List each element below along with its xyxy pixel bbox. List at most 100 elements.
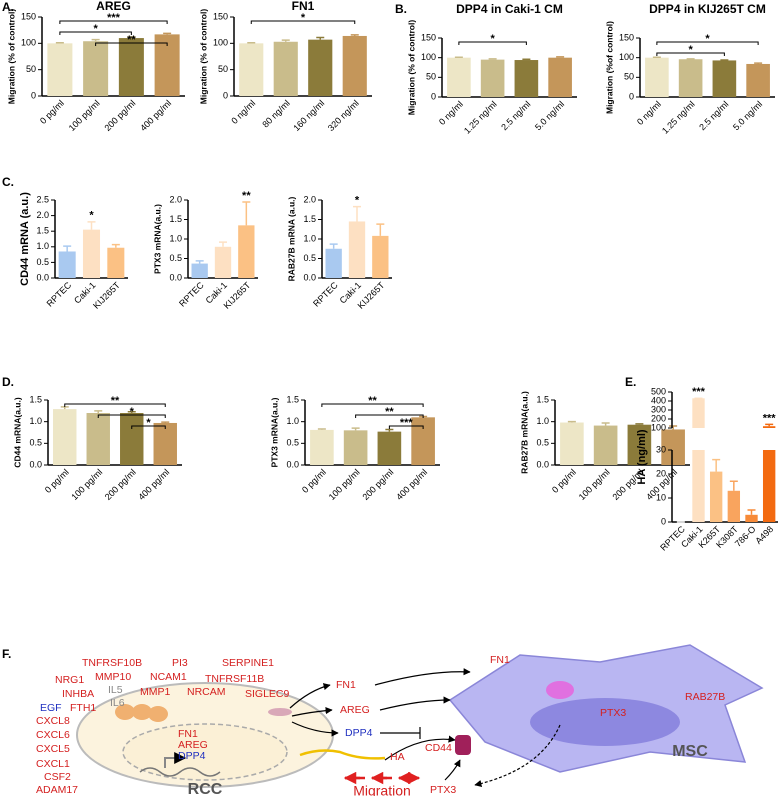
error-bar [87, 221, 96, 230]
x-tick-label: 0 pg/ml [38, 98, 66, 126]
outcome-label: Migration [353, 783, 411, 796]
y-tick-label: 0.5 [169, 253, 182, 263]
significance-bracket [388, 425, 424, 429]
x-tick-label: 2.5 ng/ml [499, 99, 532, 132]
x-tick-label: 400 pg/ml [136, 467, 171, 502]
x-tick-label: 100 pg/ml [577, 467, 612, 502]
bar [627, 424, 652, 465]
y-tick-label: 1.0 [29, 416, 42, 426]
significance-label: * [301, 12, 306, 24]
bar [560, 422, 584, 465]
significance-label: * [89, 210, 94, 222]
y-tick-label: 50 [218, 64, 228, 74]
error-bar [317, 428, 326, 430]
gene-label: TNFRSF10B [82, 657, 142, 669]
y-axis-label: Migration (%of control) [604, 21, 614, 114]
y-tick-label: 0.0 [29, 459, 42, 469]
arrow [444, 759, 461, 781]
schematic-labels: TNFRSF10B PI3 SERPINE1 NRG1 MMP10 NCAM1 … [36, 654, 725, 796]
cd44-receptor [455, 735, 471, 755]
arrow [474, 724, 561, 788]
y-tick-label: 1.5 [286, 394, 299, 404]
x-tick-label: 0 ng/ml [437, 99, 465, 127]
x-tick-label: 1.25 ng/ml [660, 99, 697, 136]
vesicle [546, 681, 574, 699]
significance-bracket [250, 20, 356, 24]
gene-label: CXCL1 [36, 758, 70, 770]
panel-label: B. [395, 2, 407, 16]
gene-label: SIGLEC9 [245, 688, 290, 700]
y-tick-label: 100 [21, 38, 36, 48]
y-tick-label: 400 [651, 395, 666, 405]
panel-label: D. [2, 375, 14, 389]
error-bar [754, 62, 763, 64]
x-tick-label: 200 pg/ml [360, 467, 395, 502]
arrow [374, 668, 471, 686]
x-tick-label: KIJ265T [91, 280, 122, 311]
bar [661, 429, 685, 465]
error-bar [376, 223, 385, 236]
bar [325, 248, 342, 278]
y-tick-label: 1.0 [36, 241, 49, 251]
bar [727, 490, 741, 522]
y-tick-label: 100 [213, 38, 228, 48]
y-tick-label: 20 [656, 468, 666, 478]
y-tick-label: 0.0 [536, 459, 549, 469]
x-tick-label: 100 pg/ml [327, 467, 362, 502]
bar [47, 43, 73, 96]
y-tick-label: 100 [619, 52, 634, 62]
vesicle [268, 708, 292, 716]
factor-label: AREG [340, 704, 370, 716]
bar [308, 39, 333, 96]
significance-bracket [355, 414, 424, 418]
x-tick-label: 2.5 ng/ml [697, 99, 730, 132]
gene-label: NRG1 [55, 674, 84, 686]
x-tick-label: 0 ng/ml [229, 98, 257, 126]
error-bar [281, 39, 290, 42]
bar [238, 225, 255, 278]
y-tick-label: 1.0 [286, 416, 299, 426]
bar [712, 60, 737, 97]
msc-gene: PTX3 [600, 707, 626, 719]
bar [447, 57, 471, 97]
x-tick-label: 400 pg/ml [138, 98, 173, 133]
y-tick-label: 0.0 [169, 272, 182, 282]
chart-title: FN1 [292, 0, 315, 13]
y-tick-label: 0 [661, 516, 666, 526]
gene-label: IL6 [110, 697, 125, 709]
y-tick-label: 50 [26, 64, 36, 74]
x-tick-label: 320 ng/ml [326, 98, 361, 133]
bar [593, 425, 618, 465]
error-bar [601, 422, 610, 426]
significance-bracket [656, 41, 759, 45]
significance-label: * [705, 33, 710, 45]
y-tick-label: 500 [651, 386, 666, 396]
y-tick-label: 2.0 [303, 194, 316, 204]
error-bar [127, 36, 136, 39]
x-tick-label: 0 ng/ml [635, 99, 663, 127]
bar [514, 60, 539, 97]
y-tick-label: 50 [426, 72, 436, 82]
bar [480, 59, 505, 97]
y-tick-label: 1.5 [303, 214, 316, 224]
gene-label: INHBA [62, 688, 94, 700]
significance-bracket [97, 414, 166, 418]
chart-title: AREG [96, 0, 131, 13]
y-axis-label: Migration (% of control) [406, 20, 416, 116]
panel-label: A. [2, 0, 14, 14]
error-bar [63, 245, 72, 252]
y-axis-label: RAB27B mRNA(a.u.) [519, 391, 529, 474]
error-bar [567, 420, 576, 423]
bar [153, 422, 177, 465]
msc-nucleus [530, 698, 680, 746]
y-tick-label: 2.0 [36, 210, 49, 220]
receptor-label: CD44 [425, 742, 452, 754]
error-bar [316, 36, 325, 40]
error-bar [60, 406, 69, 410]
error-bar [329, 243, 338, 249]
error-bar [219, 241, 227, 247]
bar [58, 251, 76, 278]
bar [762, 450, 776, 522]
gene-label: MMP1 [140, 686, 170, 698]
y-tick-label: 1.0 [303, 233, 316, 243]
